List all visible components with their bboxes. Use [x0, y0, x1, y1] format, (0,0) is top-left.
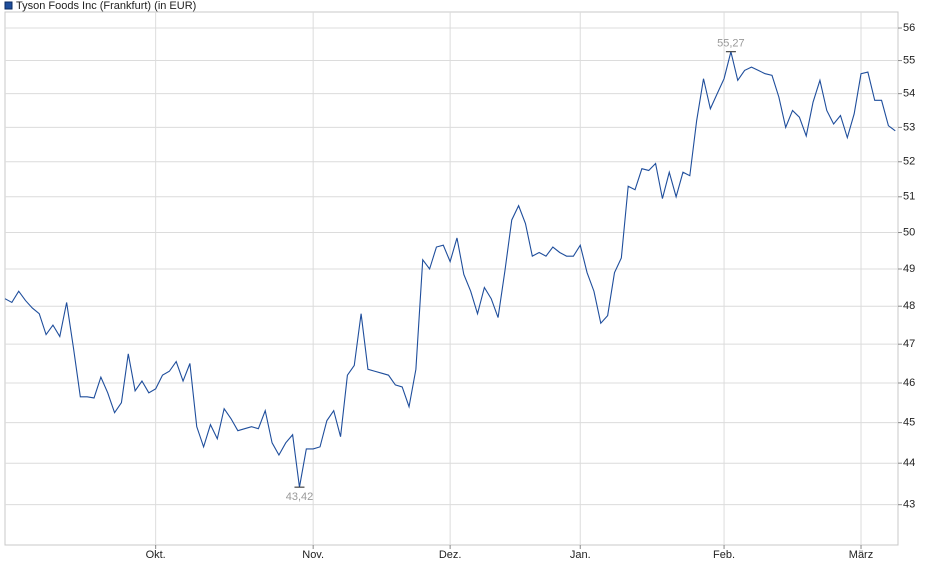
y-tick-label: 48 — [903, 300, 915, 312]
y-tick-label: 55 — [903, 54, 915, 66]
y-tick-label: 50 — [903, 226, 915, 238]
x-tick-label: Feb. — [713, 549, 735, 561]
y-tick-label: 51 — [903, 191, 915, 203]
y-tick-label: 49 — [903, 263, 915, 275]
y-tick-label: 43 — [903, 499, 915, 511]
y-tick-label: 56 — [903, 22, 915, 34]
x-tick-label: Nov. — [302, 549, 324, 561]
plot-area — [4, 11, 899, 546]
legend-swatch — [4, 1, 13, 10]
y-tick-label: 47 — [903, 338, 915, 350]
extreme-label: 55,27 — [717, 38, 745, 50]
y-tick-label: 44 — [903, 457, 915, 469]
x-tick-label: Jan. — [570, 549, 591, 561]
y-tick-label: 52 — [903, 156, 915, 168]
extreme-label: 43,42 — [286, 491, 314, 503]
x-tick-label: Okt. — [146, 549, 166, 561]
x-tick-label: Dez. — [439, 549, 462, 561]
y-tick-label: 54 — [903, 88, 915, 100]
x-tick-label: März — [849, 549, 873, 561]
y-tick-label: 46 — [903, 377, 915, 389]
y-tick-label: 53 — [903, 121, 915, 133]
legend-label: Tyson Foods Inc (Frankfurt) (in EUR) — [16, 0, 196, 12]
y-tick-label: 45 — [903, 417, 915, 429]
price-line — [4, 51, 896, 488]
